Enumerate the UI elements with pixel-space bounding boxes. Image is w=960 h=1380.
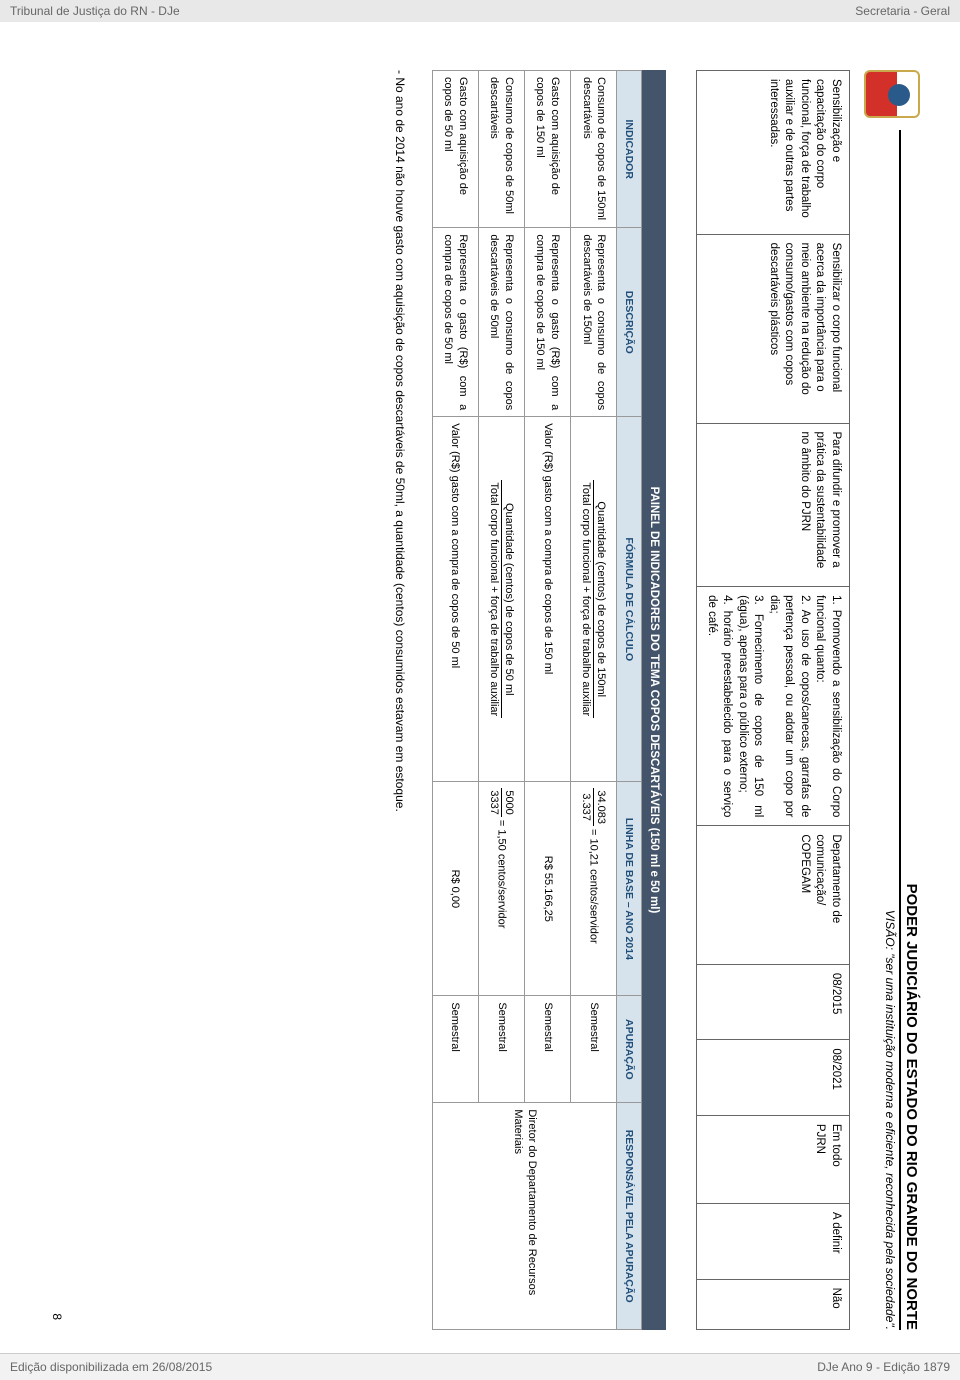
cell-base: R$ 55.166,25 (525, 782, 571, 996)
cell-base: R$ 0,00 (432, 782, 478, 996)
plan-cell: 1. Promovendo a sensibilização do Corpo … (697, 587, 850, 826)
page-number: 8 (50, 1313, 64, 1320)
cell-base: 5000 3337 = 1,50 centos/servidor (478, 782, 525, 996)
cell-formula: Quantidade (centos) de copos de 50 ml To… (478, 417, 525, 782)
document-page: PODER JUDICIÁRIO DO ESTADO DO RIO GRANDE… (30, 40, 930, 1360)
cell-indicador: Consumo de copos de 50ml descartáveis (478, 71, 525, 228)
header-left: Tribunal de Justiça do RN - DJe (10, 4, 180, 18)
viewer-footer: Edição disponibilizada em 26/08/2015 DJe… (0, 1353, 960, 1380)
cell-indicador: Gasto com aquisição de copos de 50 ml (432, 71, 478, 228)
plan-cell: 08/2015 (697, 964, 850, 1040)
th-linha: LINHA DE BASE – ANO 2014 (617, 782, 642, 996)
plan-cell: Para difundir e promover a prática da su… (697, 423, 850, 587)
formula-num: Quantidade (centos) de copos de 50 ml (501, 480, 516, 718)
footnote: - No ano de 2014 não houve gasto com aqu… (393, 70, 407, 1330)
cell-desc: Representa o gasto (R$) com a compra de … (525, 228, 571, 417)
cell-formula: Valor (R$) gasto com a compra de copos d… (525, 417, 571, 782)
cell-formula: Quantidade (centos) de copos de 150ml To… (570, 417, 617, 782)
cell-indicador: Consumo de copos de 150ml descartáveis (570, 71, 617, 228)
formula-den: Total corpo funcional + força de trabalh… (487, 480, 501, 718)
cell-desc: Representa o consumo de copos descartáve… (478, 228, 525, 417)
cell-responsavel: Diretor do Departamento de Recursos Mate… (432, 1103, 616, 1330)
cell-formula: Valor (R$) gasto com a compra de copos d… (432, 417, 478, 782)
plan-cell: Não (697, 1279, 850, 1329)
crest-icon (864, 70, 920, 118)
plan-cell: Departamento de comunicação/ COPEGAM (697, 826, 850, 964)
base-tail: = 10,21 centos/servidor (588, 826, 600, 944)
th-indicador: INDICADOR (617, 71, 642, 228)
plan-cell: Em todo PJRN (697, 1115, 850, 1203)
cell-apur: Semestral (478, 996, 525, 1103)
plan-row: Sensibilização e capacitação do corpo fu… (697, 71, 850, 1330)
plan-table: Sensibilização e capacitação do corpo fu… (696, 70, 850, 1330)
base-den: 3.337 (579, 788, 593, 826)
base-num: 34.083 (593, 788, 608, 826)
base-den: 3337 (487, 788, 501, 816)
formula-den: Total corpo funcional + força de trabalh… (579, 480, 593, 718)
indicators-table: INDICADOR DESCRIÇÃO FÓRMULA DE CÁLCULO L… (432, 70, 642, 1330)
plan-cell: Sensibilizar o corpo funcional acerca da… (697, 234, 850, 423)
cell-desc: Representa o gasto (R$) com a compra de … (432, 228, 478, 417)
plan-cell: 08/2021 (697, 1040, 850, 1116)
cell-apur: Semestral (525, 996, 571, 1103)
th-apuracao: APURAÇÃO (617, 996, 642, 1103)
th-responsavel: RESPONSÁVEL PELA APURAÇÃO (617, 1103, 642, 1330)
cell-indicador: Gasto com aquisição de copos de 150 ml (525, 71, 571, 228)
table-row: Consumo de copos de 150ml descartáveis R… (570, 71, 617, 1330)
table-header-row: INDICADOR DESCRIÇÃO FÓRMULA DE CÁLCULO L… (617, 71, 642, 1330)
base-tail: = 1,50 centos/servidor (495, 817, 507, 929)
letterhead-title: PODER JUDICIÁRIO DO ESTADO DO RIO GRANDE… (899, 130, 920, 1330)
viewer-header: Tribunal de Justiça do RN - DJe Secretar… (0, 0, 960, 22)
panel-title: PAINEL DE INDICADORES DO TEMA COPOS DESC… (642, 70, 666, 1330)
letterhead-subtitle: VISÃO: "ser uma instituição moderna e ef… (883, 130, 897, 1330)
cell-desc: Representa o consumo de copos descartáve… (570, 228, 617, 417)
footer-left: Edição disponibilizada em 26/08/2015 (10, 1360, 212, 1374)
th-formula: FÓRMULA DE CÁLCULO (617, 417, 642, 782)
cell-apur: Semestral (570, 996, 617, 1103)
cell-apur: Semestral (432, 996, 478, 1103)
footer-right: DJe Ano 9 - Edição 1879 (817, 1360, 950, 1374)
plan-cell: A definir (697, 1204, 850, 1280)
th-descricao: DESCRIÇÃO (617, 228, 642, 417)
letterhead: PODER JUDICIÁRIO DO ESTADO DO RIO GRANDE… (860, 40, 930, 1360)
plan-cell: Sensibilização e capacitação do corpo fu… (697, 71, 850, 235)
formula-num: Quantidade (centos) de copos de 150ml (593, 480, 608, 718)
base-num: 5000 (501, 788, 516, 816)
cell-base: 34.083 3.337 = 10,21 centos/servidor (570, 782, 617, 996)
header-right: Secretaria - Geral (855, 4, 950, 18)
